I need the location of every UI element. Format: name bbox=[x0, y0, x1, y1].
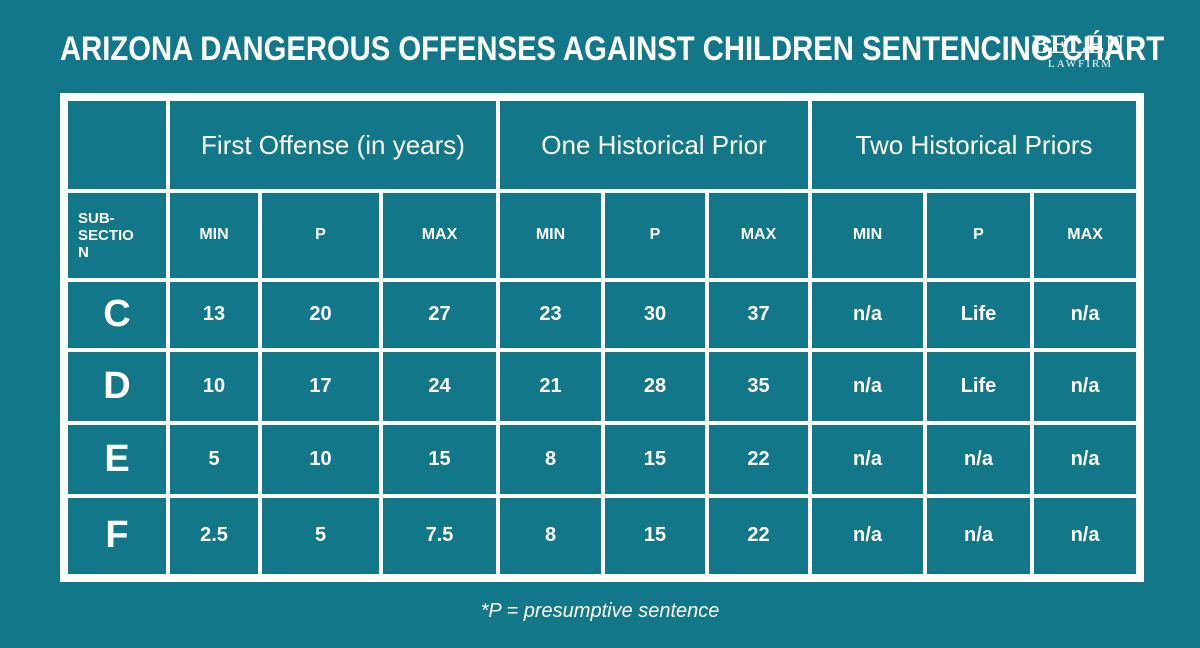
value-cell: 35 bbox=[705, 348, 812, 426]
value-cell: 5 bbox=[166, 421, 262, 498]
value-cell: n/a bbox=[808, 421, 927, 498]
logo-sub: LAWFIRM bbox=[1048, 58, 1114, 70]
value-cell: n/a bbox=[808, 348, 927, 426]
value-cell: n/a bbox=[923, 421, 1034, 498]
value-cell: Life bbox=[923, 277, 1034, 353]
value-cell: 21 bbox=[496, 348, 605, 426]
corner-cell bbox=[62, 94, 170, 194]
logo-name: BELÉN bbox=[1032, 30, 1126, 59]
subheader: MAX bbox=[705, 189, 812, 282]
subsection-cell: D bbox=[62, 348, 170, 426]
value-cell: n/a bbox=[1029, 421, 1143, 498]
value-cell: 15 bbox=[601, 421, 709, 498]
subsection-cell: E bbox=[62, 421, 170, 498]
value-cell: 37 bbox=[705, 277, 812, 353]
value-cell: 17 bbox=[258, 348, 383, 426]
subsection-cell: F bbox=[62, 493, 170, 581]
value-cell: 8 bbox=[496, 493, 605, 581]
group-header: One Historical Prior bbox=[496, 94, 812, 194]
footnote: *P = presumptive sentence bbox=[480, 600, 720, 622]
group-row: First Offense (in years) One Historical P… bbox=[62, 94, 1143, 194]
subheader: P bbox=[601, 189, 709, 282]
value-cell: 22 bbox=[705, 493, 812, 581]
subheader-row: SUB-SECTION MIN P MAX MIN P MAX MIN P MAX bbox=[62, 189, 1143, 282]
value-cell: 28 bbox=[601, 348, 709, 426]
group-header: Two Historical Priors bbox=[807, 94, 1143, 194]
value-cell: 24 bbox=[379, 348, 500, 426]
value-cell: 13 bbox=[166, 277, 262, 353]
data-row: E 5 10 15 8 15 22 n/a n/a n/a bbox=[62, 421, 1143, 498]
value-cell: 30 bbox=[601, 277, 709, 353]
value-cell: 5 bbox=[258, 493, 383, 581]
subheader: MIN bbox=[808, 189, 927, 282]
value-cell: n/a bbox=[808, 277, 927, 353]
subheader: MIN bbox=[166, 189, 262, 282]
title: ARIZONA DANGEROUS OFFENSES AGAINST CHILD… bbox=[60, 30, 1165, 68]
data-row: C 13 20 27 23 30 37 n/a Life n/a bbox=[62, 277, 1143, 353]
data-row: D 10 17 24 21 28 35 n/a Life n/a bbox=[62, 348, 1143, 426]
subheader-text: SUB-SECTION bbox=[78, 209, 134, 261]
value-cell: 10 bbox=[258, 421, 383, 498]
value-cell: 20 bbox=[258, 277, 383, 353]
subheader: P bbox=[923, 189, 1034, 282]
value-cell: 27 bbox=[379, 277, 500, 353]
value-cell: 7.5 bbox=[379, 493, 500, 581]
value-cell: 22 bbox=[705, 421, 812, 498]
value-cell: n/a bbox=[1029, 277, 1143, 353]
value-cell: n/a bbox=[1029, 348, 1143, 426]
subsection-cell: C bbox=[62, 277, 170, 353]
value-cell: 15 bbox=[379, 421, 500, 498]
value-cell: 8 bbox=[496, 421, 605, 498]
value-cell: 15 bbox=[601, 493, 709, 581]
value-cell: 10 bbox=[166, 348, 262, 426]
value-cell: 23 bbox=[496, 277, 605, 353]
subheader: P bbox=[258, 189, 383, 282]
subheader: SUB-SECTION bbox=[62, 189, 170, 282]
subheader: MAX bbox=[1029, 189, 1143, 282]
value-cell: Life bbox=[923, 348, 1034, 426]
logo: BELÉN LAWFIRM bbox=[1032, 30, 1126, 71]
value-cell: n/a bbox=[1029, 493, 1143, 581]
subheader: MAX bbox=[379, 189, 500, 282]
value-cell: n/a bbox=[923, 493, 1034, 581]
data-row: F 2.5 5 7.5 8 15 22 n/a n/a n/a bbox=[62, 493, 1143, 581]
subheader: MIN bbox=[496, 189, 605, 282]
group-header: First Offense (in years) bbox=[166, 94, 500, 194]
value-cell: 2.5 bbox=[166, 493, 262, 581]
sentencing-table: First Offense (in years) One Historical P… bbox=[60, 93, 1145, 582]
value-cell: n/a bbox=[808, 493, 927, 581]
